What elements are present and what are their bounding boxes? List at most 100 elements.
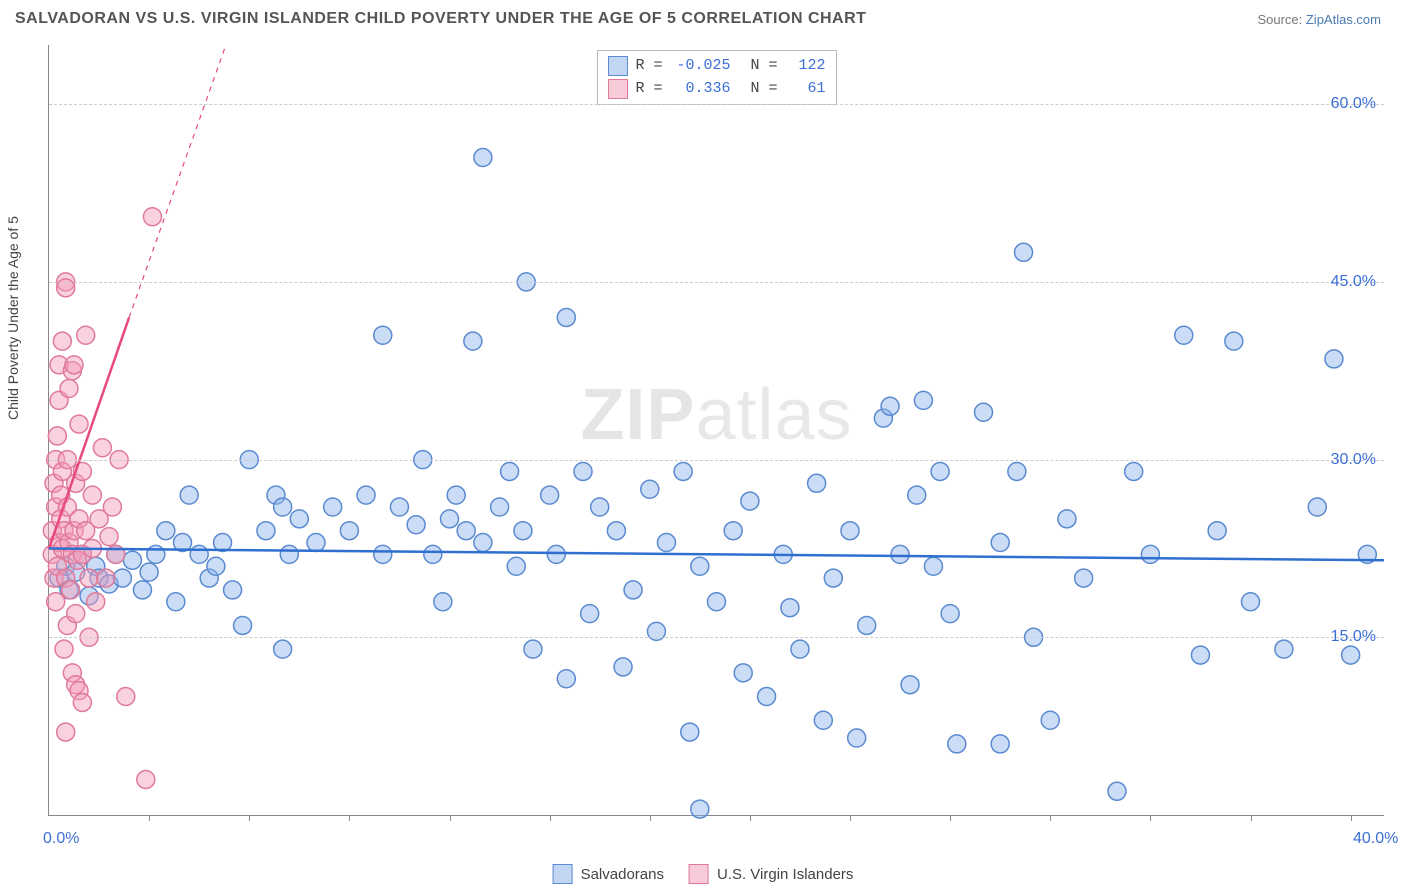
legend-item: U.S. Virgin Islanders: [689, 864, 853, 884]
data-point: [524, 640, 542, 658]
data-point: [991, 735, 1009, 753]
legend-label: U.S. Virgin Islanders: [717, 866, 853, 883]
data-point: [83, 486, 101, 504]
data-point: [848, 729, 866, 747]
x-tick-mark: [650, 815, 651, 821]
data-point: [1141, 545, 1159, 563]
data-point: [948, 735, 966, 753]
data-point: [234, 616, 252, 634]
data-point: [734, 664, 752, 682]
data-point: [1175, 326, 1193, 344]
x-tick-mark: [450, 815, 451, 821]
data-point: [70, 415, 88, 433]
y-tick-label: 60.0%: [1331, 95, 1376, 113]
legend-n-value: 61: [786, 78, 826, 101]
data-point: [280, 545, 298, 563]
data-point: [77, 326, 95, 344]
legend-n-label: N =: [751, 78, 778, 101]
data-point: [113, 569, 131, 587]
data-point: [808, 474, 826, 492]
data-point: [190, 545, 208, 563]
trend-line: [129, 45, 226, 317]
source-link[interactable]: ZipAtlas.com: [1306, 12, 1381, 27]
data-point: [224, 581, 242, 599]
x-tick-mark: [1251, 815, 1252, 821]
data-point: [858, 616, 876, 634]
legend-series: Salvadorans U.S. Virgin Islanders: [553, 864, 854, 884]
data-point: [547, 545, 565, 563]
data-point: [324, 498, 342, 516]
data-point: [607, 522, 625, 540]
legend-swatch: [553, 864, 573, 884]
data-point: [614, 658, 632, 676]
data-point: [781, 599, 799, 617]
data-point: [47, 593, 65, 611]
x-tick-mark: [149, 815, 150, 821]
y-tick-label: 45.0%: [1331, 273, 1376, 291]
x-tick-mark: [550, 815, 551, 821]
data-point: [1125, 462, 1143, 480]
data-point: [167, 593, 185, 611]
data-point: [137, 770, 155, 788]
data-point: [514, 522, 532, 540]
data-point: [741, 492, 759, 510]
data-point: [180, 486, 198, 504]
data-point: [1242, 593, 1260, 611]
legend-r-label: R =: [635, 78, 662, 101]
data-point: [73, 693, 91, 711]
data-point: [103, 498, 121, 516]
data-point: [591, 498, 609, 516]
data-point: [357, 486, 375, 504]
data-point: [1008, 462, 1026, 480]
data-point: [157, 522, 175, 540]
data-point: [581, 605, 599, 623]
data-point: [557, 308, 575, 326]
gridline: [49, 637, 1384, 638]
data-point: [541, 486, 559, 504]
data-point: [60, 380, 78, 398]
data-point: [374, 545, 392, 563]
source: Source: ZipAtlas.com: [1257, 12, 1381, 27]
data-point: [474, 534, 492, 552]
x-tick-mark: [1351, 815, 1352, 821]
data-point: [501, 462, 519, 480]
data-point: [207, 557, 225, 575]
legend-r-value: -0.025: [671, 55, 731, 78]
x-tick-mark: [249, 815, 250, 821]
data-point: [97, 569, 115, 587]
chart-title: SALVADORAN VS U.S. VIRGIN ISLANDER CHILD…: [15, 10, 866, 28]
data-point: [65, 356, 83, 374]
gridline: [49, 282, 1384, 283]
data-point: [447, 486, 465, 504]
x-tick-mark: [950, 815, 951, 821]
data-point: [908, 486, 926, 504]
data-point: [724, 522, 742, 540]
header: SALVADORAN VS U.S. VIRGIN ISLANDER CHILD…: [0, 0, 1406, 33]
data-point: [117, 688, 135, 706]
data-point: [924, 557, 942, 575]
legend-n-value: 122: [786, 55, 826, 78]
legend-r-label: R =: [635, 55, 662, 78]
source-label: Source:: [1257, 12, 1305, 27]
data-point: [53, 332, 71, 350]
data-point: [93, 439, 111, 457]
x-tick-label: 40.0%: [1353, 830, 1398, 848]
legend-label: Salvadorans: [581, 866, 664, 883]
legend-swatch: [607, 79, 627, 99]
data-point: [1308, 498, 1326, 516]
data-point: [791, 640, 809, 658]
x-tick-mark: [349, 815, 350, 821]
data-point: [100, 528, 118, 546]
data-point: [574, 462, 592, 480]
data-point: [1108, 782, 1126, 800]
data-point: [290, 510, 308, 528]
data-point: [691, 800, 709, 818]
data-point: [691, 557, 709, 575]
legend-row: R =-0.025N =122: [607, 55, 825, 78]
data-point: [140, 563, 158, 581]
data-point: [931, 462, 949, 480]
data-point: [975, 403, 993, 421]
data-point: [62, 581, 80, 599]
data-point: [424, 545, 442, 563]
x-tick-mark: [850, 815, 851, 821]
